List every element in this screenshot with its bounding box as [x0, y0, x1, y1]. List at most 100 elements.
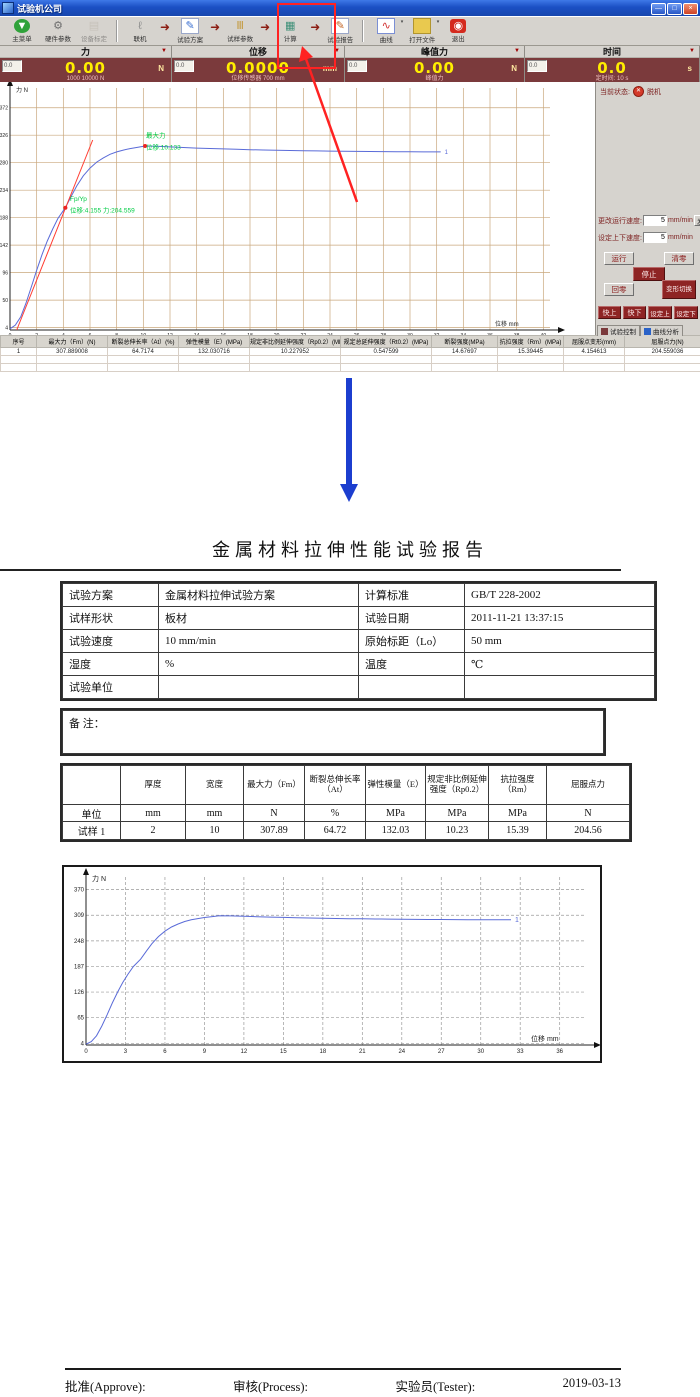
info-row: 试验单位	[62, 675, 655, 699]
toolbar-button-test-plan[interactable]: ✎ 试验方案	[173, 18, 207, 44]
results-column-header: 屈服点力(N)	[624, 335, 700, 348]
tab-curve-analysis[interactable]: 曲线分析	[640, 325, 683, 336]
toolbar-separator	[116, 20, 118, 42]
meter-title: 力 ▼	[0, 46, 171, 58]
fast-down-button[interactable]: 快下	[623, 306, 646, 319]
spec-cell: 最大力（Fm）	[243, 765, 305, 805]
toolbar-button-test-report[interactable]: ✎ 试验报告	[323, 18, 357, 44]
toolbar-button-device-calibration[interactable]: ▤ 设备标定	[77, 18, 111, 44]
table-row[interactable]: 1 307.889008 64.7174 132.030716 10.227952 0.5…	[0, 347, 700, 356]
svg-text:9: 9	[203, 1049, 207, 1055]
svg-text:0: 0	[9, 333, 12, 335]
svg-text:30: 30	[407, 333, 413, 335]
results-column-header: 序号	[0, 335, 37, 348]
clear-button[interactable]: 清零	[664, 252, 694, 265]
results-cell: 204.559036	[624, 347, 700, 356]
spec-cell: 64.72	[304, 821, 366, 840]
toolbar-button-label: 退出	[451, 36, 465, 43]
results-cell	[624, 355, 700, 364]
channel-dropdown-icon[interactable]: ▼	[161, 48, 167, 54]
results-cell	[178, 355, 250, 364]
info-value	[464, 675, 655, 699]
info-value: ℃	[464, 652, 655, 676]
hardware-params-icon: ⚙	[53, 20, 63, 32]
spec-cell: mm	[120, 804, 186, 822]
svg-text:26: 26	[354, 333, 360, 335]
meter-title: 时间 ▼	[525, 46, 699, 58]
send-button[interactable]: 发送	[693, 215, 700, 226]
channel-dropdown-icon[interactable]: ▼	[689, 48, 695, 54]
svg-text:1: 1	[445, 150, 449, 156]
set-up-button[interactable]: 设定上	[648, 306, 672, 319]
channel-dropdown-icon[interactable]: ▼	[334, 48, 340, 54]
toolbar-button-label: 主菜单	[12, 36, 32, 43]
svg-text:32: 32	[434, 333, 440, 335]
svg-text:40: 40	[541, 333, 547, 335]
info-value: GB/T 228-2002	[464, 583, 655, 607]
svg-text:6: 6	[89, 333, 92, 335]
minimize-button[interactable]: —	[651, 2, 666, 15]
updown-speed-input[interactable]	[642, 232, 667, 243]
maximize-button[interactable]: □	[667, 2, 682, 15]
spec-cell	[62, 765, 121, 805]
results-cell	[0, 355, 37, 364]
stop-button[interactable]: 停止	[633, 267, 665, 281]
exit-icon: ◉	[450, 19, 467, 33]
dropdown-arrow-icon: ▾	[400, 19, 404, 25]
spec-cell: 10.23	[425, 821, 489, 840]
svg-text:力 N: 力 N	[16, 86, 28, 94]
spec-cell: 204.56	[546, 821, 630, 840]
svg-text:1: 1	[515, 917, 519, 924]
svg-text:0: 0	[84, 1049, 88, 1055]
results-cell	[563, 363, 625, 372]
svg-text:4: 4	[62, 333, 65, 335]
spec-cell: mm	[185, 804, 244, 822]
flow-arrow-icon: ➜	[310, 20, 321, 34]
svg-text:309: 309	[74, 913, 85, 919]
spec-units-row: 单位 mm mm N% MPa MPa MPa N	[62, 804, 630, 822]
title-rule	[0, 569, 621, 571]
run-speed-input[interactable]	[642, 215, 667, 226]
toolbar-button-exit[interactable]: ◉ 退出	[441, 18, 475, 44]
status-value: 脱机	[646, 88, 661, 96]
test-plan-icon: ✎	[181, 18, 200, 34]
toolbar-button-hardware-params[interactable]: ⚙ 硬件参数	[41, 18, 75, 44]
section-gap	[0, 372, 700, 520]
run-button[interactable]: 运行	[604, 252, 634, 265]
tab-test-control[interactable]: 试验控制	[597, 325, 640, 336]
toolbar-button-calculate[interactable]: ▦ 计算	[273, 18, 307, 44]
spec-cell: 抗拉强度（Rm）	[488, 765, 547, 805]
toolbar-button-label: 计算	[283, 36, 297, 43]
table-row[interactable]	[0, 355, 700, 364]
info-value: 板材	[158, 606, 359, 630]
meter-value: 0.0	[597, 59, 627, 77]
svg-text:24: 24	[398, 1049, 405, 1055]
toolbar-button-open-file[interactable]: 打开文件 ▾	[405, 18, 439, 44]
info-label: 试验日期	[358, 606, 465, 630]
close-button[interactable]: ×	[683, 2, 698, 15]
remark-box: 备 注：	[60, 708, 606, 756]
return-zero-button[interactable]: 回零	[604, 283, 634, 296]
toolbar-button-menu[interactable]: ▼ 主菜单	[5, 18, 39, 44]
sidebar-tabs: 试验控制 曲线分析	[597, 325, 683, 336]
meter-2: 位移 ▼ 0.0 0.0000 mm 位移传感器 700 mm	[172, 46, 345, 83]
meter-3: 峰值力 ▼ 0.0 0.00 N 峰值力	[345, 46, 525, 83]
set-down-button[interactable]: 设定下	[674, 306, 698, 319]
deform-switch-button[interactable]: 变形切换	[662, 280, 696, 299]
info-value: 50 mm	[464, 629, 655, 653]
toolbar-button-connect[interactable]: ℓ 联机	[123, 18, 157, 44]
toolbar-button-curve[interactable]: ∿ 曲线 ▾	[369, 18, 403, 44]
meter-unit: s	[687, 64, 692, 73]
svg-text:50: 50	[2, 298, 8, 304]
svg-text:20: 20	[274, 333, 280, 335]
info-row: 试验速度 10 mm/min 原始标距（Lo） 50 mm	[62, 629, 655, 653]
results-cell	[0, 363, 37, 372]
results-cell	[340, 355, 432, 364]
table-row[interactable]	[0, 363, 700, 372]
channel-dropdown-icon[interactable]: ▼	[514, 48, 520, 54]
spec-cell: 宽度	[185, 765, 244, 805]
toolbar-button-specimen-params[interactable]: Ⅲ 试样参数	[223, 18, 257, 44]
table-row[interactable]	[0, 371, 700, 372]
svg-text:65: 65	[77, 1016, 84, 1022]
fast-up-button[interactable]: 快上	[598, 306, 621, 319]
